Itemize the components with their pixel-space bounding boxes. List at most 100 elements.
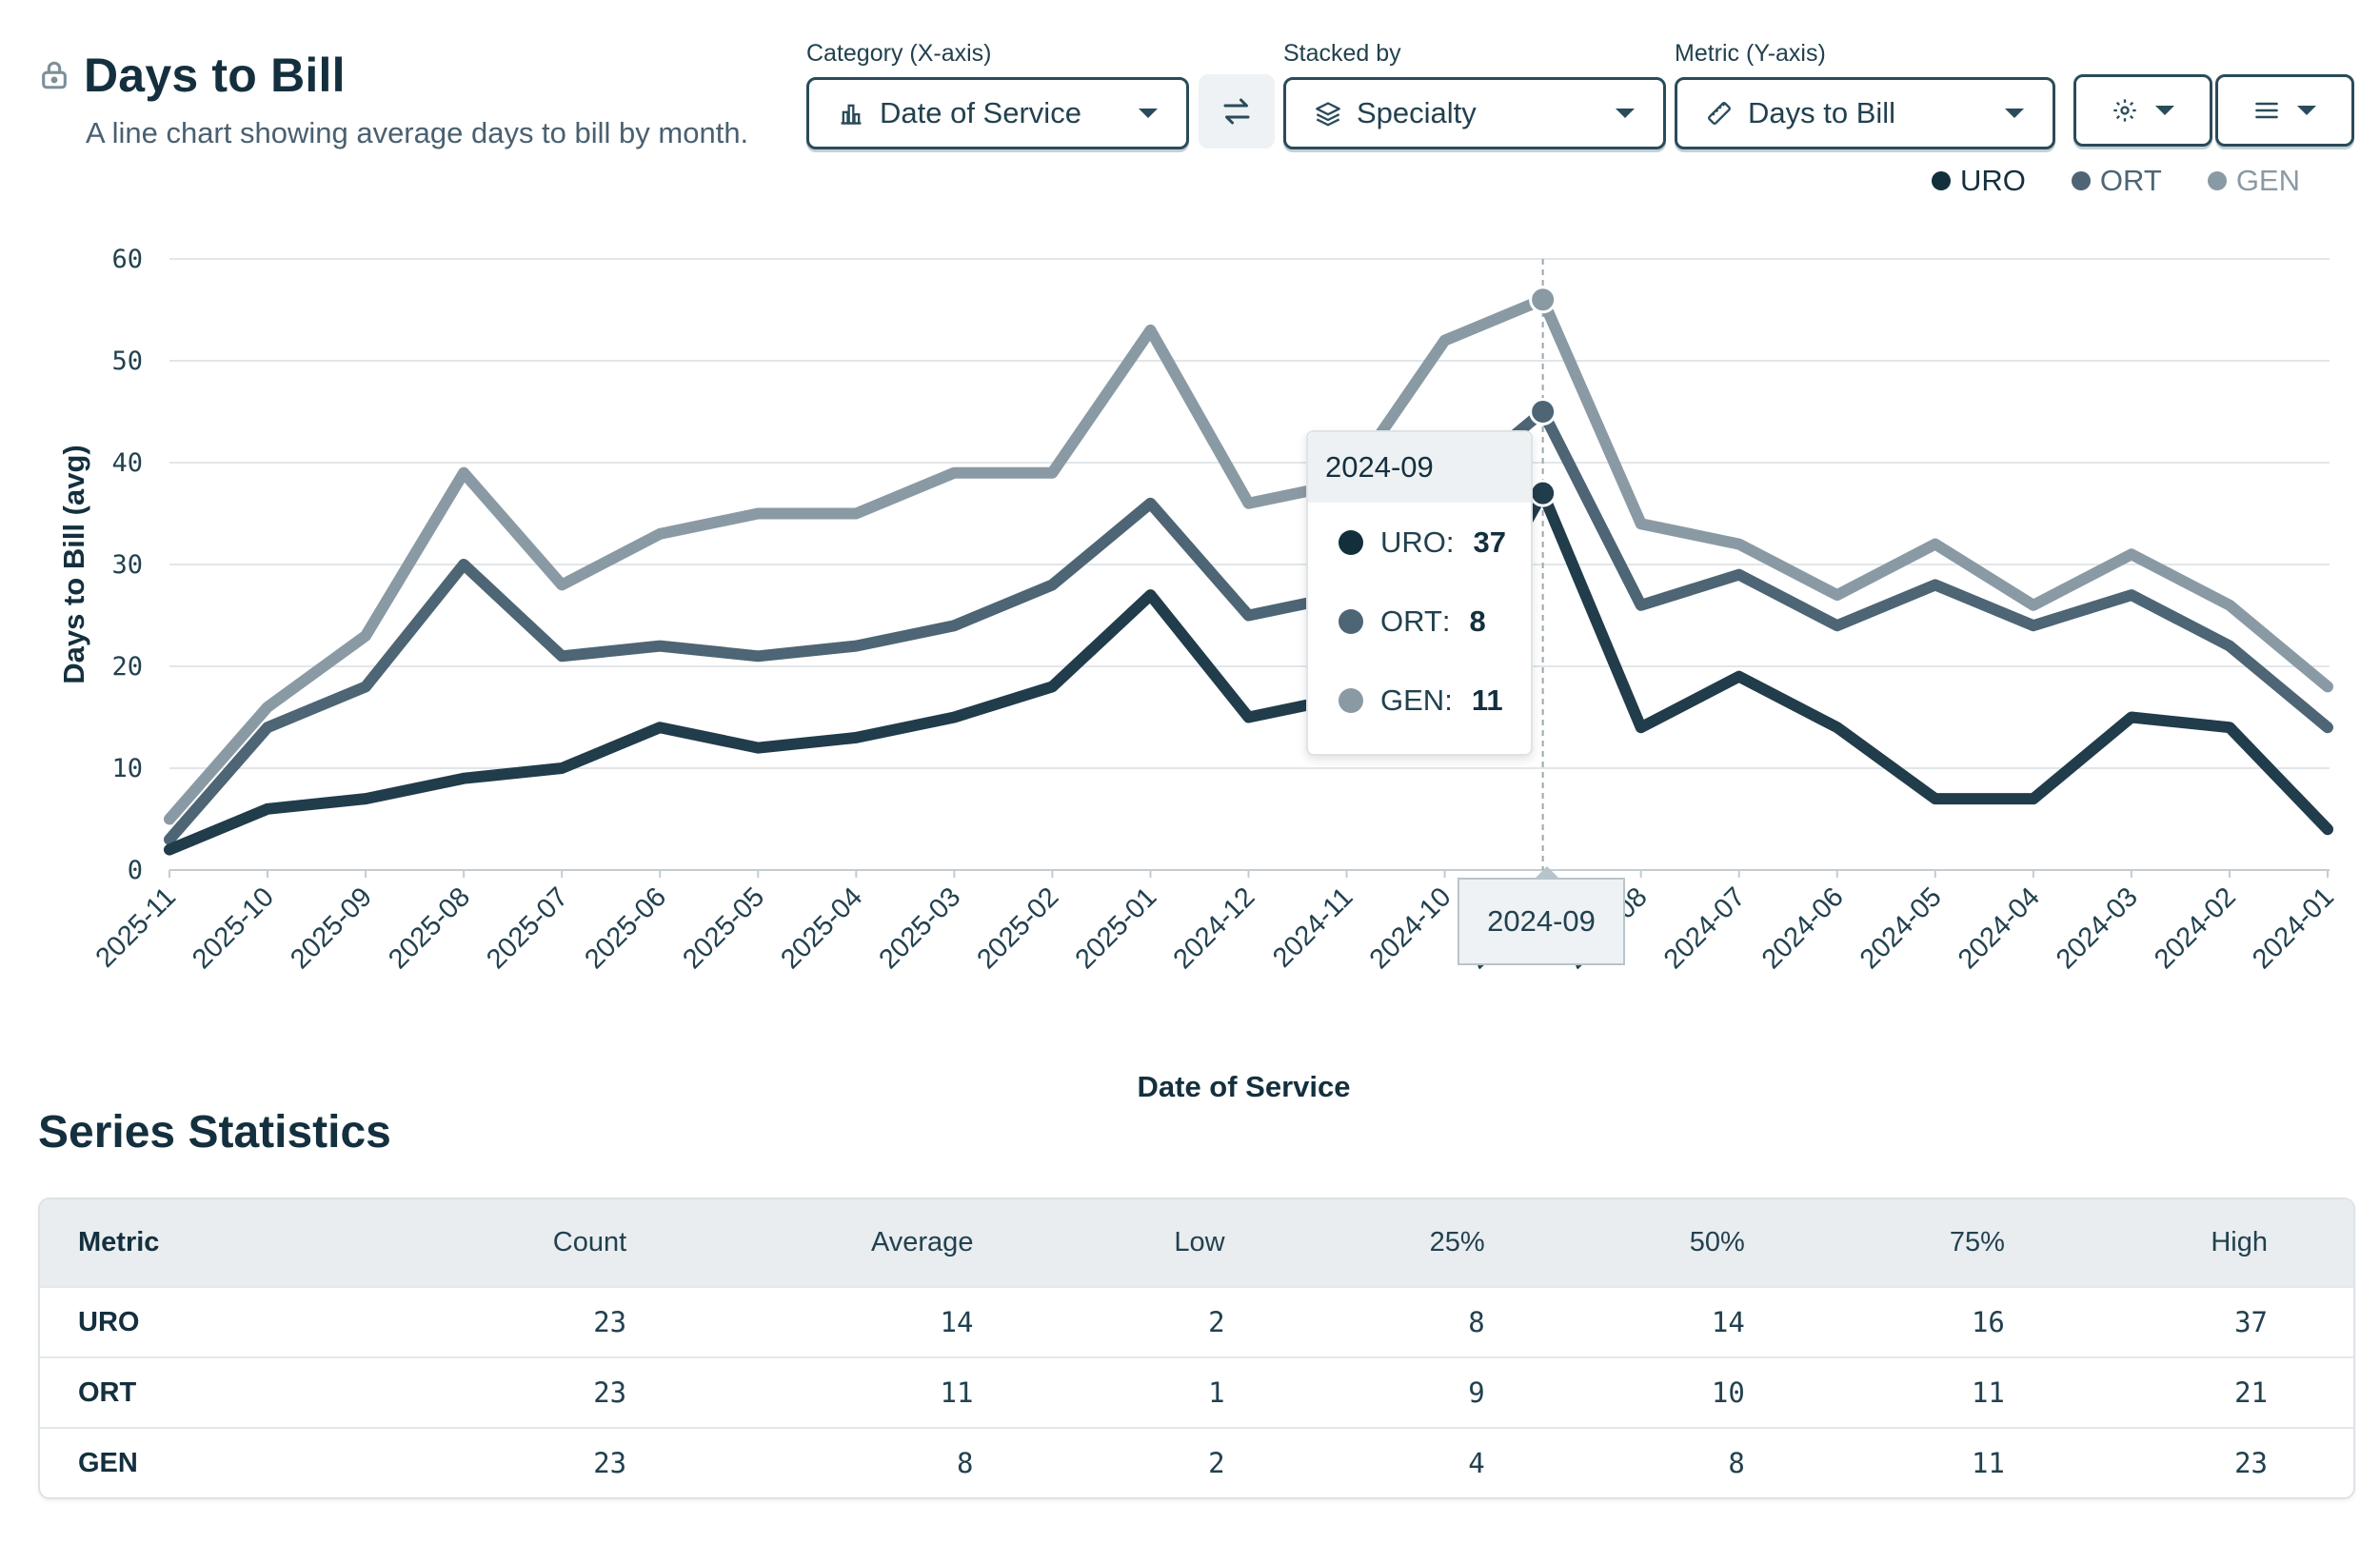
stats-table: Metric Count Average Low 25% 50% 75% Hig… bbox=[38, 1198, 2355, 1499]
x-tick-label: 2024-10 bbox=[1364, 881, 1458, 975]
table-cell: ORT bbox=[40, 1356, 419, 1428]
chevron-down-icon bbox=[1139, 109, 1158, 118]
tooltip-name: URO bbox=[1380, 525, 1446, 559]
col-header[interactable]: 50% bbox=[1689, 1227, 1745, 1257]
swap-icon bbox=[1223, 98, 1250, 125]
col-header[interactable]: 75% bbox=[1949, 1227, 2005, 1257]
table-cell: 23 bbox=[2090, 1427, 2353, 1497]
y-tick-label: 20 bbox=[111, 652, 143, 682]
x-tick-label: 2025-02 bbox=[971, 881, 1064, 975]
table-cell: 23 bbox=[418, 1286, 713, 1357]
x-tick-label: 2025-11 bbox=[90, 881, 182, 973]
chart-legend: URO ORT GEN bbox=[1932, 164, 2300, 198]
table-cell: GEN bbox=[40, 1427, 419, 1497]
table-cell: 16 bbox=[1830, 1286, 2091, 1357]
table-cell: 37 bbox=[2090, 1286, 2353, 1357]
table-cell: 8 bbox=[1310, 1286, 1571, 1357]
table-cell: 11 bbox=[1830, 1427, 2091, 1497]
x-tick-label: 2025-09 bbox=[285, 881, 378, 975]
x-tick-label: 2024-01 bbox=[2247, 881, 2340, 975]
tooltip-value: 8 bbox=[1469, 604, 1486, 638]
tooltip-value: 11 bbox=[1471, 683, 1503, 717]
x-tick-label: 2024-06 bbox=[1756, 881, 1850, 975]
lock-icon bbox=[42, 61, 67, 89]
table-cell: 9 bbox=[1310, 1356, 1571, 1428]
chevron-down-icon bbox=[2155, 106, 2174, 115]
table-cell: 11 bbox=[1830, 1356, 2091, 1428]
x-tick-label: 2024-04 bbox=[1953, 881, 2046, 975]
metric-label: Metric (Y-axis) bbox=[1675, 40, 1826, 67]
ruler-icon bbox=[1708, 102, 1731, 125]
table-row: ORT 23 11 1 9 10 11 21 bbox=[40, 1356, 2353, 1428]
table-cell: 23 bbox=[418, 1427, 713, 1497]
tooltip-name: ORT bbox=[1380, 604, 1442, 638]
col-header[interactable]: Metric bbox=[78, 1227, 160, 1257]
table-cell: 8 bbox=[712, 1427, 1060, 1497]
col-header[interactable]: Low bbox=[1174, 1227, 1225, 1257]
y-tick-label: 40 bbox=[111, 448, 143, 478]
legend-dot bbox=[2207, 171, 2227, 190]
table-cell: 2 bbox=[1059, 1427, 1311, 1497]
tooltip-sep: : bbox=[1445, 525, 1455, 559]
tooltip-row-gen: GEN: 11 bbox=[1308, 661, 1531, 740]
metric-control: Metric (Y-axis) Days to Bill bbox=[1675, 40, 2055, 149]
layers-icon bbox=[1316, 102, 1340, 127]
col-header[interactable]: 25% bbox=[1429, 1227, 1485, 1257]
tooltip-value: 37 bbox=[1473, 525, 1506, 559]
y-tick-label: 30 bbox=[111, 550, 143, 580]
series-line-gen bbox=[164, 293, 2333, 825]
tooltip-dot bbox=[1339, 687, 1363, 713]
legend-item-uro[interactable]: URO bbox=[1932, 164, 2026, 198]
stacked-select[interactable]: Specialty bbox=[1283, 77, 1666, 149]
stats-header-row: Metric Count Average Low 25% 50% 75% Hig… bbox=[40, 1199, 2353, 1287]
table-cell: 1 bbox=[1059, 1356, 1311, 1428]
col-header[interactable]: Count bbox=[552, 1227, 627, 1257]
tooltip-dot bbox=[1339, 529, 1363, 555]
category-control: Category (X-axis) Date of Service bbox=[806, 40, 1189, 149]
series-line-uro bbox=[164, 487, 2333, 856]
hover-point-uro bbox=[1529, 479, 1557, 507]
table-cell: 4 bbox=[1310, 1427, 1571, 1497]
stats-title: Series Statistics bbox=[38, 1107, 391, 1158]
stacked-label: Stacked by bbox=[1283, 40, 1401, 67]
settings-button[interactable] bbox=[2073, 74, 2212, 147]
col-header[interactable]: Average bbox=[870, 1227, 974, 1257]
legend-dot bbox=[2071, 171, 2091, 190]
metric-value: Days to Bill bbox=[1748, 96, 1896, 129]
x-tick-label: 2025-03 bbox=[873, 881, 966, 975]
table-cell: 10 bbox=[1570, 1356, 1831, 1428]
x-tick-label: 2024-07 bbox=[1658, 881, 1752, 975]
swap-axes-button[interactable] bbox=[1199, 74, 1275, 148]
stacked-control: Stacked by Specialty bbox=[1283, 40, 1666, 149]
tooltip-name: GEN bbox=[1380, 683, 1445, 717]
menu-icon bbox=[2255, 102, 2278, 119]
menu-button[interactable] bbox=[2215, 74, 2354, 147]
metric-select[interactable]: Days to Bill bbox=[1675, 77, 2055, 149]
category-label: Category (X-axis) bbox=[806, 40, 992, 67]
tooltip-dot bbox=[1339, 608, 1363, 634]
chart-header: Days to Bill A line chart showing averag… bbox=[38, 48, 748, 150]
legend-item-gen[interactable]: GEN bbox=[2207, 164, 2300, 198]
x-tick-label: 2025-06 bbox=[579, 881, 672, 975]
legend-dot bbox=[1932, 171, 1952, 190]
col-header[interactable]: High bbox=[2211, 1227, 2268, 1257]
chart-tooltip: 2024-09 URO: 37 ORT: 8 GEN: 11 bbox=[1306, 430, 1533, 756]
legend-label: GEN bbox=[2235, 164, 2300, 197]
chevron-down-icon bbox=[1616, 109, 1635, 118]
category-select[interactable]: Date of Service bbox=[806, 77, 1189, 149]
tooltip-date: 2024-09 bbox=[1308, 432, 1531, 503]
y-tick-label: 60 bbox=[111, 245, 143, 274]
category-value: Date of Service bbox=[880, 96, 1081, 129]
legend-item-ort[interactable]: ORT bbox=[2071, 164, 2162, 198]
chevron-down-icon bbox=[2005, 109, 2024, 118]
y-tick-label: 50 bbox=[111, 346, 143, 376]
table-cell: URO bbox=[40, 1286, 419, 1357]
legend-label: URO bbox=[1960, 164, 2026, 197]
stacked-value: Specialty bbox=[1357, 96, 1477, 129]
x-axis-hover-label: 2024-09 bbox=[1458, 866, 1625, 965]
gear-icon bbox=[2113, 99, 2136, 122]
page-title: Days to Bill bbox=[84, 49, 346, 102]
table-cell: 14 bbox=[1570, 1286, 1831, 1357]
y-tick-label: 0 bbox=[128, 856, 143, 885]
table-row: GEN 23 8 2 4 8 11 23 bbox=[40, 1427, 2353, 1497]
